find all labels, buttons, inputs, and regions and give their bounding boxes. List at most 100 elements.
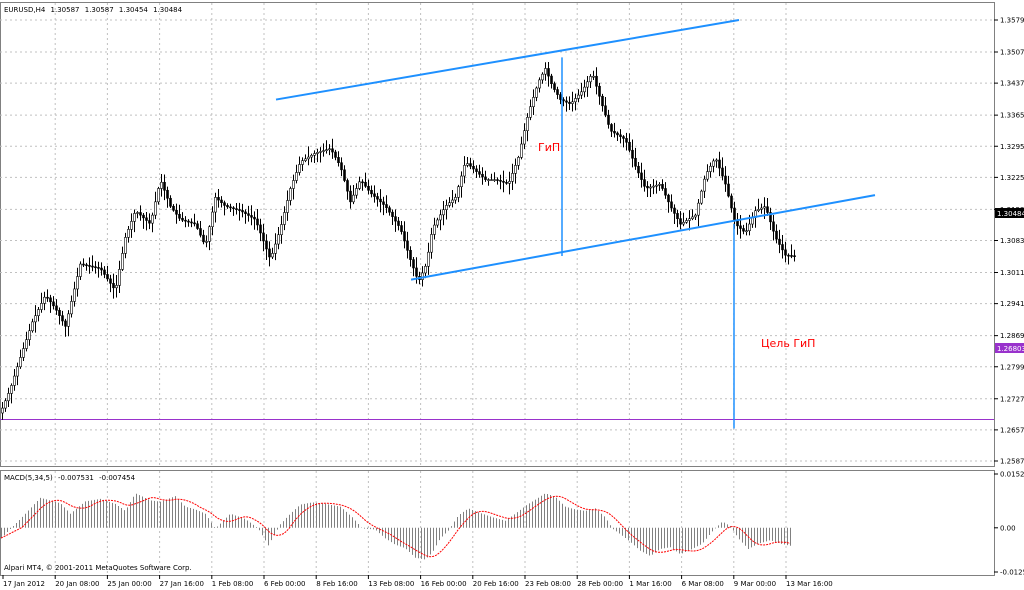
candle-body [619, 134, 622, 137]
candle-body [703, 178, 706, 192]
pattern-label: ГиП [538, 141, 560, 154]
candle-body [550, 75, 553, 84]
xtick-label: 17 Jan 2012 [3, 580, 45, 588]
candle-body [25, 339, 28, 349]
candle-body [400, 225, 403, 232]
candle-body [469, 163, 472, 167]
xtick-label: 28 Feb 00:00 [577, 580, 623, 588]
candle-body [694, 214, 697, 218]
candle-body [28, 330, 31, 340]
candle-body [184, 219, 187, 222]
candle-body [463, 165, 466, 177]
candle-body [295, 172, 298, 181]
ytick-label: 1.28690 [1000, 332, 1024, 340]
candle-body [397, 220, 400, 226]
candle-body [682, 221, 685, 225]
candle-body [73, 288, 76, 302]
candle-body [484, 176, 487, 180]
candle-body [121, 253, 124, 270]
candle-body [385, 204, 388, 209]
candle-body [625, 138, 628, 143]
candle-body [577, 94, 580, 99]
candle-body [760, 207, 763, 210]
candle-body [244, 211, 247, 214]
candle-body [268, 248, 271, 258]
candle-body [598, 85, 601, 97]
target-label: Цель ГиП [761, 337, 815, 350]
candle-body [337, 157, 340, 164]
target-price-text: 1.26803 [997, 345, 1024, 353]
candle-body [289, 188, 292, 201]
candle-body [451, 199, 454, 204]
candle-body [763, 206, 766, 209]
candle-body [784, 249, 787, 256]
price-axis: 1.35790 1.35070 1.34370 1.33650 1.32950 1.322… [994, 17, 1024, 577]
candle-body [580, 91, 583, 96]
candle-body [487, 179, 490, 181]
candle-body [556, 89, 559, 95]
candle-body [112, 283, 115, 289]
candle-body [427, 251, 430, 267]
candle-body [262, 232, 265, 242]
ytick-label: 1.35790 [1000, 17, 1024, 25]
candle-body [241, 210, 244, 213]
candle-body [133, 213, 136, 222]
candle-body [175, 209, 178, 215]
candle-body [535, 87, 538, 98]
candle-body [157, 188, 160, 203]
candle-body [688, 218, 691, 221]
candle-body [436, 219, 439, 226]
candle-body [646, 185, 649, 189]
candle-body [652, 185, 655, 188]
candle-body [76, 276, 79, 290]
candle-body [178, 213, 181, 219]
target-price-badge [995, 343, 1024, 353]
candle-body [745, 230, 748, 233]
candle-body [235, 208, 238, 210]
macd-histogram [0, 493, 791, 560]
candle-body [502, 181, 505, 183]
candle-body [607, 114, 610, 125]
candle-body [778, 238, 781, 245]
candle-body [82, 263, 85, 266]
annotations [275, 19, 876, 429]
candle-body [10, 385, 13, 394]
candle-body [721, 167, 724, 177]
ytick-label: 1.32950 [1000, 143, 1024, 151]
candle-body [442, 209, 445, 216]
candle-body [421, 272, 424, 280]
macd-ytick-label: 0.00 [1000, 524, 1016, 532]
candle-body [670, 201, 673, 209]
candle-body [496, 179, 499, 181]
candle-body [610, 124, 613, 132]
candle-body [508, 181, 511, 184]
candle-body [685, 220, 688, 223]
candle-body [586, 81, 589, 88]
ytick-label: 1.26570 [1000, 426, 1024, 434]
candle-body [724, 175, 727, 185]
candle-body [742, 228, 745, 232]
candle-body [706, 171, 709, 180]
candle-body [139, 212, 142, 216]
candle-body [712, 160, 715, 167]
candle-body [145, 217, 148, 221]
candle-body [19, 357, 22, 368]
xtick-label: 20 Jan 08:00 [55, 580, 99, 588]
candle-body [757, 209, 760, 212]
candle-body [733, 207, 736, 221]
candle-body [100, 267, 103, 271]
candle-body [583, 86, 586, 93]
candle-body [490, 179, 493, 181]
symbol-header: EURUSD,H4 1.30587 1.30587 1.30454 1.3048… [4, 6, 183, 14]
candle-body [217, 197, 220, 201]
macd-panel-frame [0, 470, 995, 576]
candle-body [61, 315, 64, 322]
candle-body [748, 223, 751, 232]
candle-body [412, 259, 415, 269]
candle-body [457, 186, 460, 198]
ytick-label: 1.27270 [1000, 395, 1024, 403]
candle-body [34, 315, 37, 323]
candle-body [526, 117, 529, 131]
candle-body [793, 255, 796, 258]
